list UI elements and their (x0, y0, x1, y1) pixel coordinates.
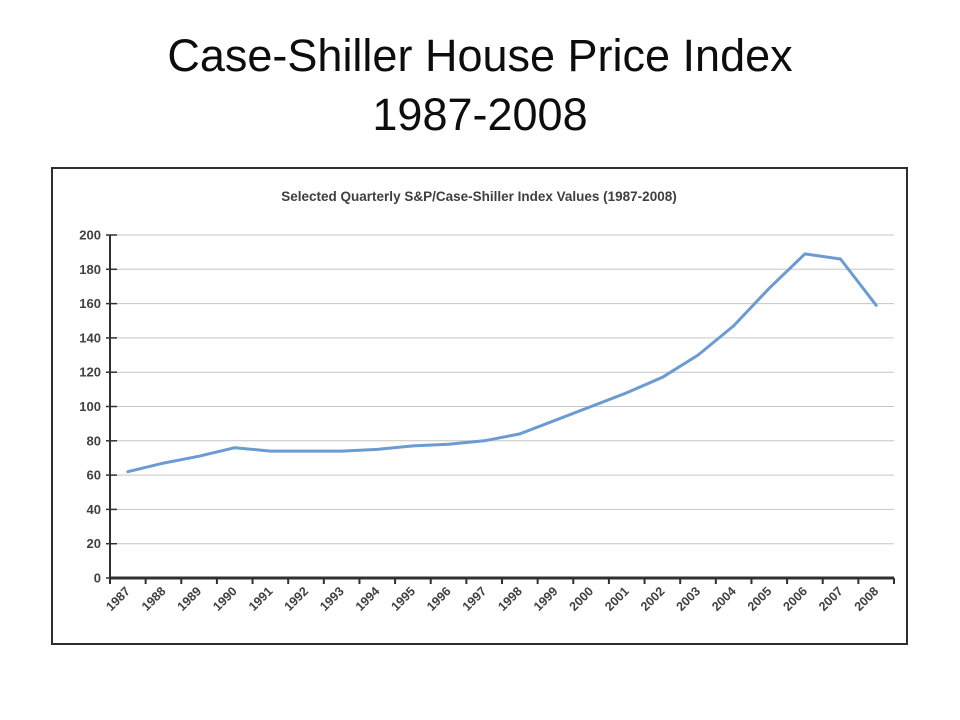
x-axis-label: 1991 (246, 584, 276, 614)
x-axis-label: 1987 (103, 584, 133, 614)
x-axis-label: 2001 (602, 584, 632, 614)
x-axis-label: 1996 (424, 584, 454, 614)
x-axis-label: 2000 (567, 584, 597, 614)
x-axis-label: 1990 (210, 584, 240, 614)
x-axis-label: 1997 (460, 584, 490, 614)
gridlines (110, 234, 894, 545)
y-axis-label: 200 (79, 228, 101, 243)
x-axis-label: 2004 (709, 584, 739, 614)
x-axis-label: 1999 (531, 584, 561, 614)
slide-title-line2: 1987-2008 (372, 89, 588, 140)
y-axis-label: 80 (87, 433, 101, 448)
line-chart: Selected Quarterly S&P/Case-Shiller Inde… (79, 189, 895, 614)
y-axis-label: 60 (87, 468, 101, 483)
x-axis-label: 1998 (495, 584, 525, 614)
y-axis-label: 120 (79, 365, 101, 380)
x-axis-label: 1994 (353, 584, 383, 614)
x-axis-label: 1992 (282, 584, 312, 614)
x-axis-label: 2007 (816, 584, 846, 614)
slide-title: Case-Shiller House Price Index 1987-2008 (0, 26, 960, 144)
x-axis-label: 1995 (388, 584, 418, 614)
chart-container: Selected Quarterly S&P/Case-Shiller Inde… (51, 167, 908, 645)
x-axis-label: 2006 (780, 584, 810, 614)
x-axis-label: 2003 (674, 584, 704, 614)
x-axis-label: 2008 (852, 584, 882, 614)
y-axis-label: 20 (87, 536, 101, 551)
x-axis-label: 1989 (175, 584, 205, 614)
y-axis-label: 160 (79, 296, 101, 311)
x-axis-label: 2002 (638, 584, 668, 614)
y-axis-label: 140 (79, 330, 101, 345)
y-axis-label: 180 (79, 262, 101, 277)
y-axis-label: 100 (79, 399, 101, 414)
y-axis-label: 40 (87, 502, 101, 517)
chart-title: Selected Quarterly S&P/Case-Shiller Inde… (281, 189, 676, 204)
x-axis-label: 1988 (139, 584, 169, 614)
axes (106, 234, 895, 584)
y-axis-label: 0 (94, 571, 101, 586)
slide-title-line1: Case-Shiller House Price Index (167, 30, 793, 81)
x-axis-label: 1993 (317, 584, 347, 614)
data-line-series (126, 252, 878, 474)
x-axis-label: 2005 (745, 584, 775, 614)
